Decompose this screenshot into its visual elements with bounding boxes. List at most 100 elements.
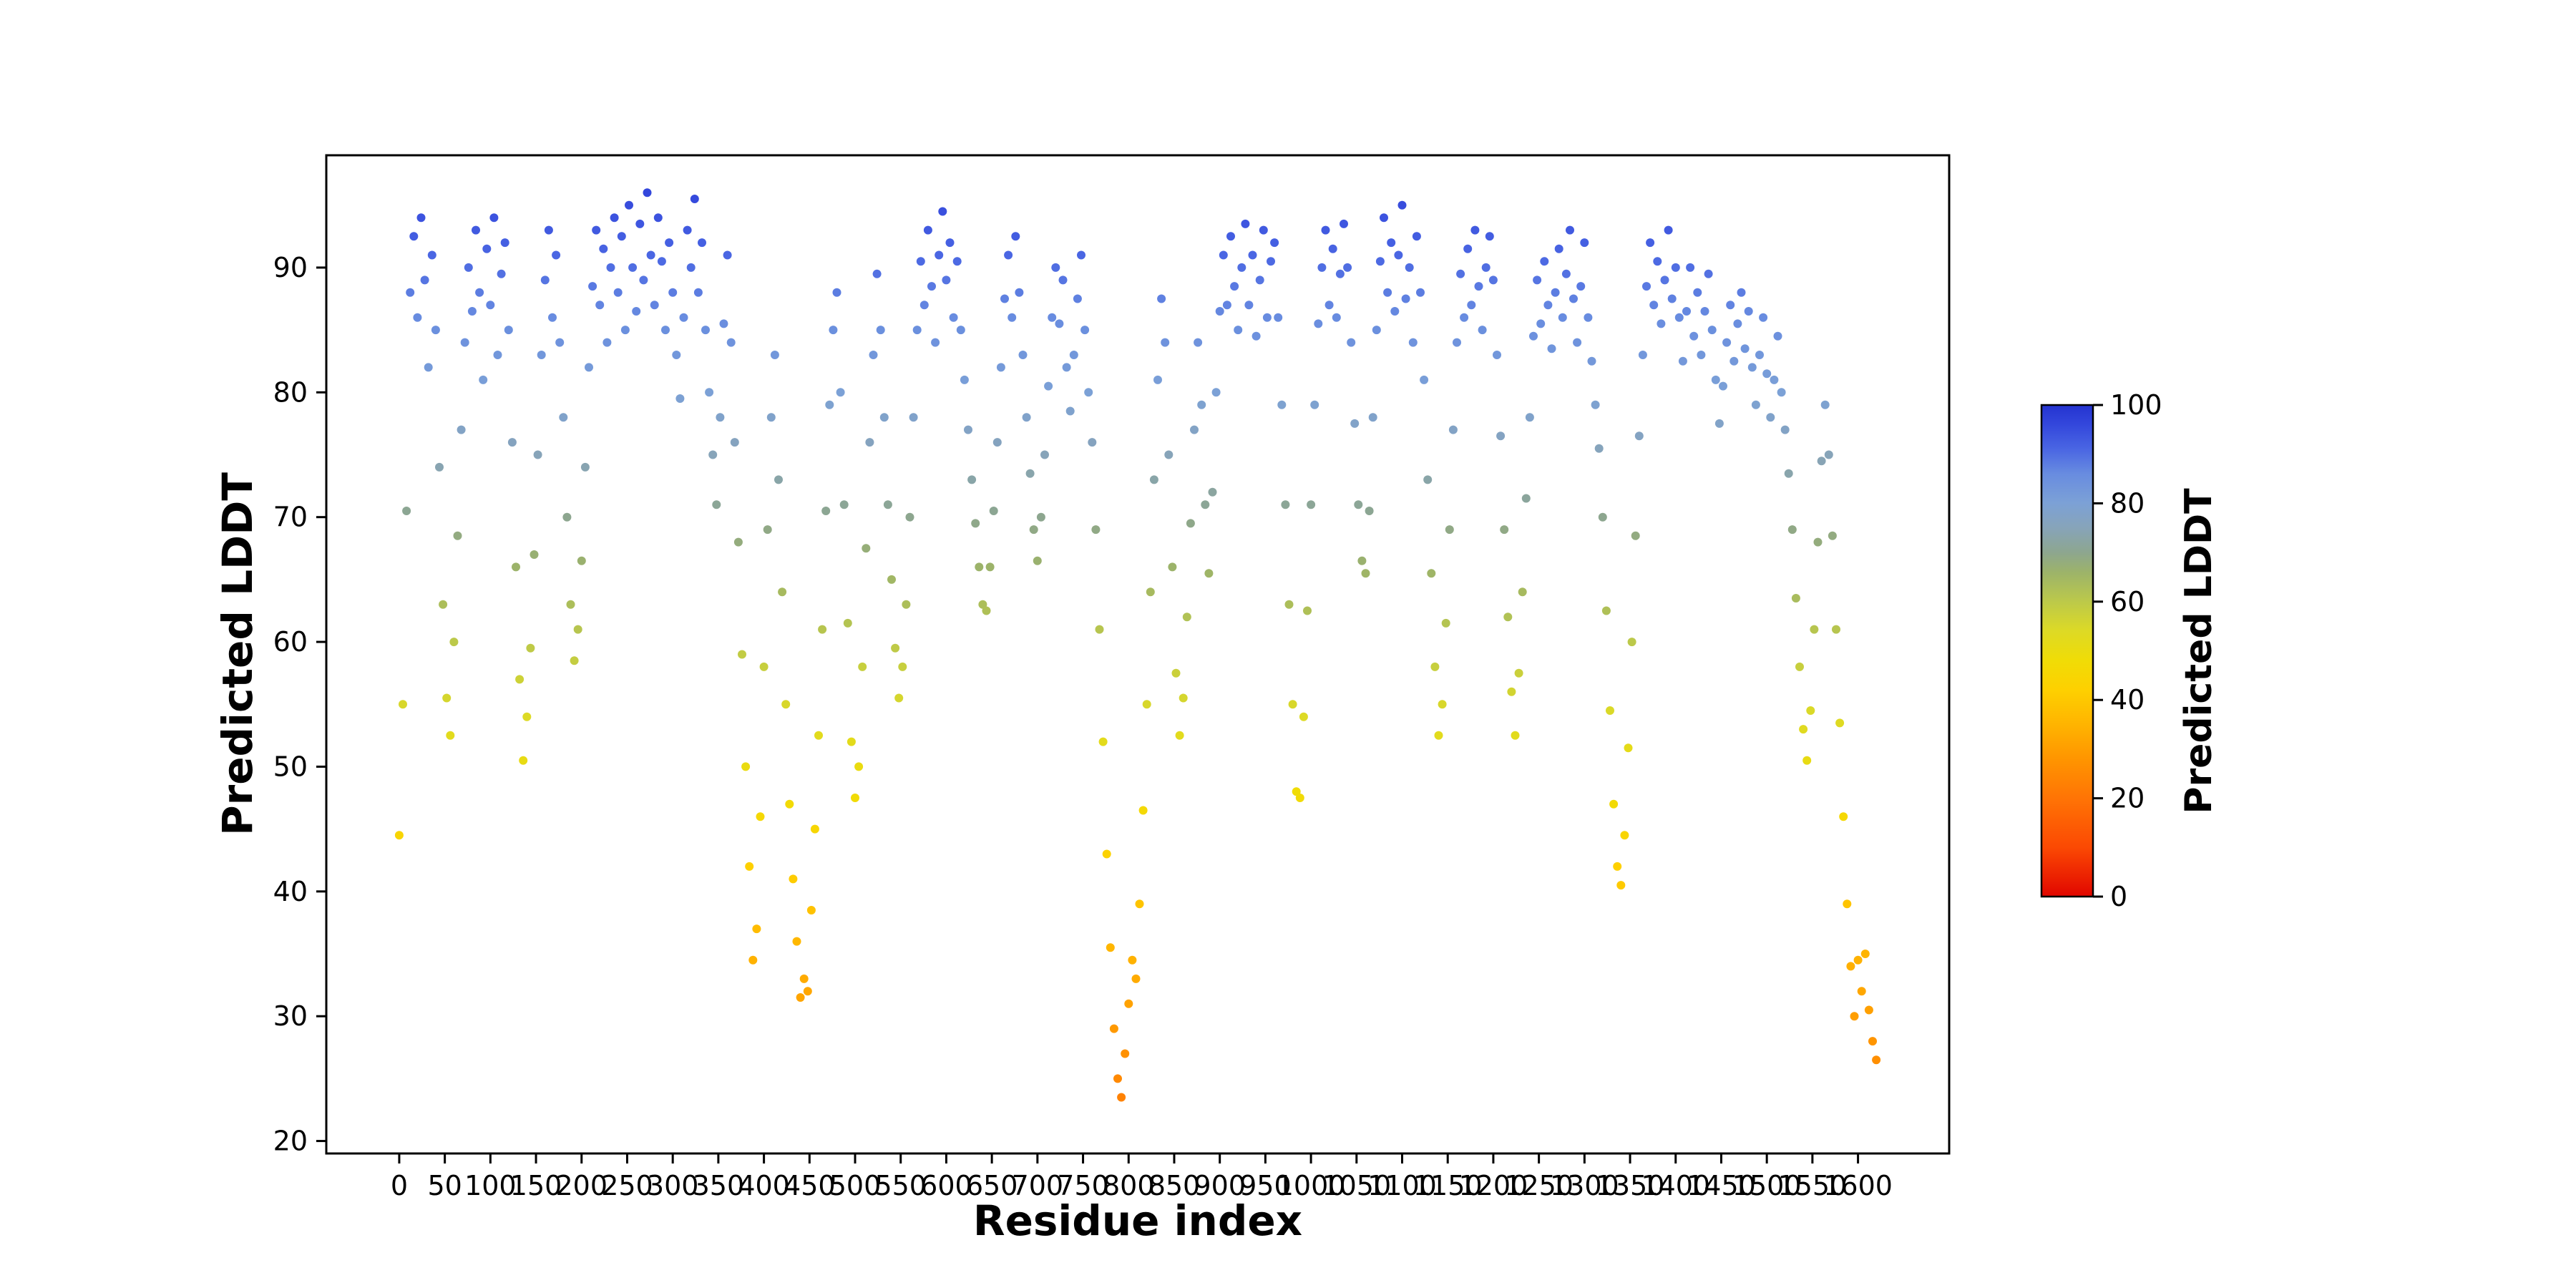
data-point — [632, 307, 641, 316]
data-point — [810, 824, 819, 834]
data-point — [716, 413, 725, 422]
data-point — [1383, 288, 1392, 297]
data-point — [1627, 638, 1636, 647]
data-point — [1525, 413, 1534, 422]
data-point — [1029, 525, 1038, 535]
data-point — [592, 225, 601, 235]
data-point — [562, 512, 572, 522]
data-point — [472, 225, 480, 235]
data-point — [1438, 700, 1447, 709]
data-point — [1062, 363, 1071, 372]
data-point — [1872, 1055, 1881, 1065]
data-point — [996, 363, 1005, 372]
data-point — [399, 700, 407, 709]
data-point — [464, 263, 473, 272]
data-point — [1521, 494, 1531, 503]
data-point — [1686, 263, 1695, 272]
data-point — [832, 288, 841, 297]
data-point — [1252, 331, 1261, 341]
data-point — [1478, 326, 1487, 335]
x-tick-label: 850 — [1148, 1170, 1201, 1201]
data-point — [1241, 219, 1250, 228]
data-point — [975, 562, 984, 572]
x-tick-label: 50 — [427, 1170, 462, 1201]
data-point — [504, 326, 513, 335]
data-point — [1751, 400, 1760, 409]
data-point — [1365, 507, 1374, 515]
data-point — [1671, 263, 1680, 272]
data-point — [467, 307, 477, 316]
data-point — [675, 394, 685, 403]
data-point — [1441, 618, 1450, 628]
data-point — [989, 507, 998, 515]
data-point — [1164, 450, 1174, 459]
data-point — [1529, 331, 1538, 341]
data-point — [1080, 326, 1090, 335]
x-tick-label: 1400 — [1641, 1170, 1710, 1201]
data-point — [1843, 899, 1852, 909]
data-point — [964, 425, 972, 434]
data-point — [1000, 294, 1009, 303]
data-point — [635, 219, 645, 228]
data-point — [1613, 862, 1622, 871]
y-tick-label: 30 — [273, 1000, 308, 1032]
x-tick-label: 1000 — [1277, 1170, 1346, 1201]
data-point — [1846, 962, 1855, 971]
data-point — [796, 993, 805, 1002]
data-point — [705, 388, 714, 397]
data-point — [548, 313, 557, 322]
data-point — [785, 799, 794, 809]
data-point — [1558, 313, 1567, 322]
data-point — [1412, 232, 1421, 241]
data-point — [1408, 338, 1418, 347]
data-point — [1146, 587, 1155, 597]
data-point — [1033, 556, 1042, 565]
data-point — [1824, 450, 1833, 459]
x-tick-label: 1250 — [1504, 1170, 1574, 1201]
data-point — [708, 450, 718, 459]
data-point — [1642, 282, 1651, 291]
data-point — [1780, 425, 1790, 434]
data-point — [1860, 950, 1870, 958]
data-point — [486, 301, 495, 310]
data-point — [650, 301, 659, 310]
data-point — [497, 269, 506, 278]
data-point — [1540, 257, 1549, 266]
data-point — [1197, 400, 1206, 409]
data-point — [1343, 263, 1352, 272]
data-point — [552, 250, 561, 260]
data-point — [1518, 587, 1527, 597]
data-point — [1674, 313, 1684, 322]
data-point — [960, 375, 969, 384]
data-point — [1211, 388, 1221, 397]
data-point — [1368, 413, 1377, 422]
data-point — [1065, 406, 1075, 416]
x-tick-label: 1350 — [1596, 1170, 1665, 1201]
data-point — [741, 762, 751, 771]
data-point — [1638, 351, 1647, 359]
data-point — [1288, 700, 1297, 709]
data-point — [1434, 731, 1443, 740]
colorbar-border — [2040, 404, 2094, 898]
data-point — [482, 244, 492, 253]
data-point — [1533, 275, 1542, 285]
data-point — [1456, 269, 1465, 278]
data-point — [821, 507, 831, 515]
data-point — [1445, 525, 1454, 535]
data-point — [519, 756, 528, 765]
data-point — [923, 225, 932, 235]
data-point — [1222, 301, 1231, 310]
data-point — [639, 275, 648, 285]
data-point — [1493, 351, 1501, 359]
data-point — [479, 375, 488, 384]
data-point — [1784, 469, 1793, 478]
data-point — [719, 319, 728, 328]
data-point — [1726, 301, 1735, 310]
data-point — [949, 313, 958, 322]
data-point — [1740, 344, 1750, 353]
data-point — [1561, 269, 1571, 278]
data-point — [748, 955, 758, 965]
data-point — [730, 438, 739, 447]
scatter-points — [394, 188, 1881, 1102]
data-point — [1580, 238, 1589, 248]
